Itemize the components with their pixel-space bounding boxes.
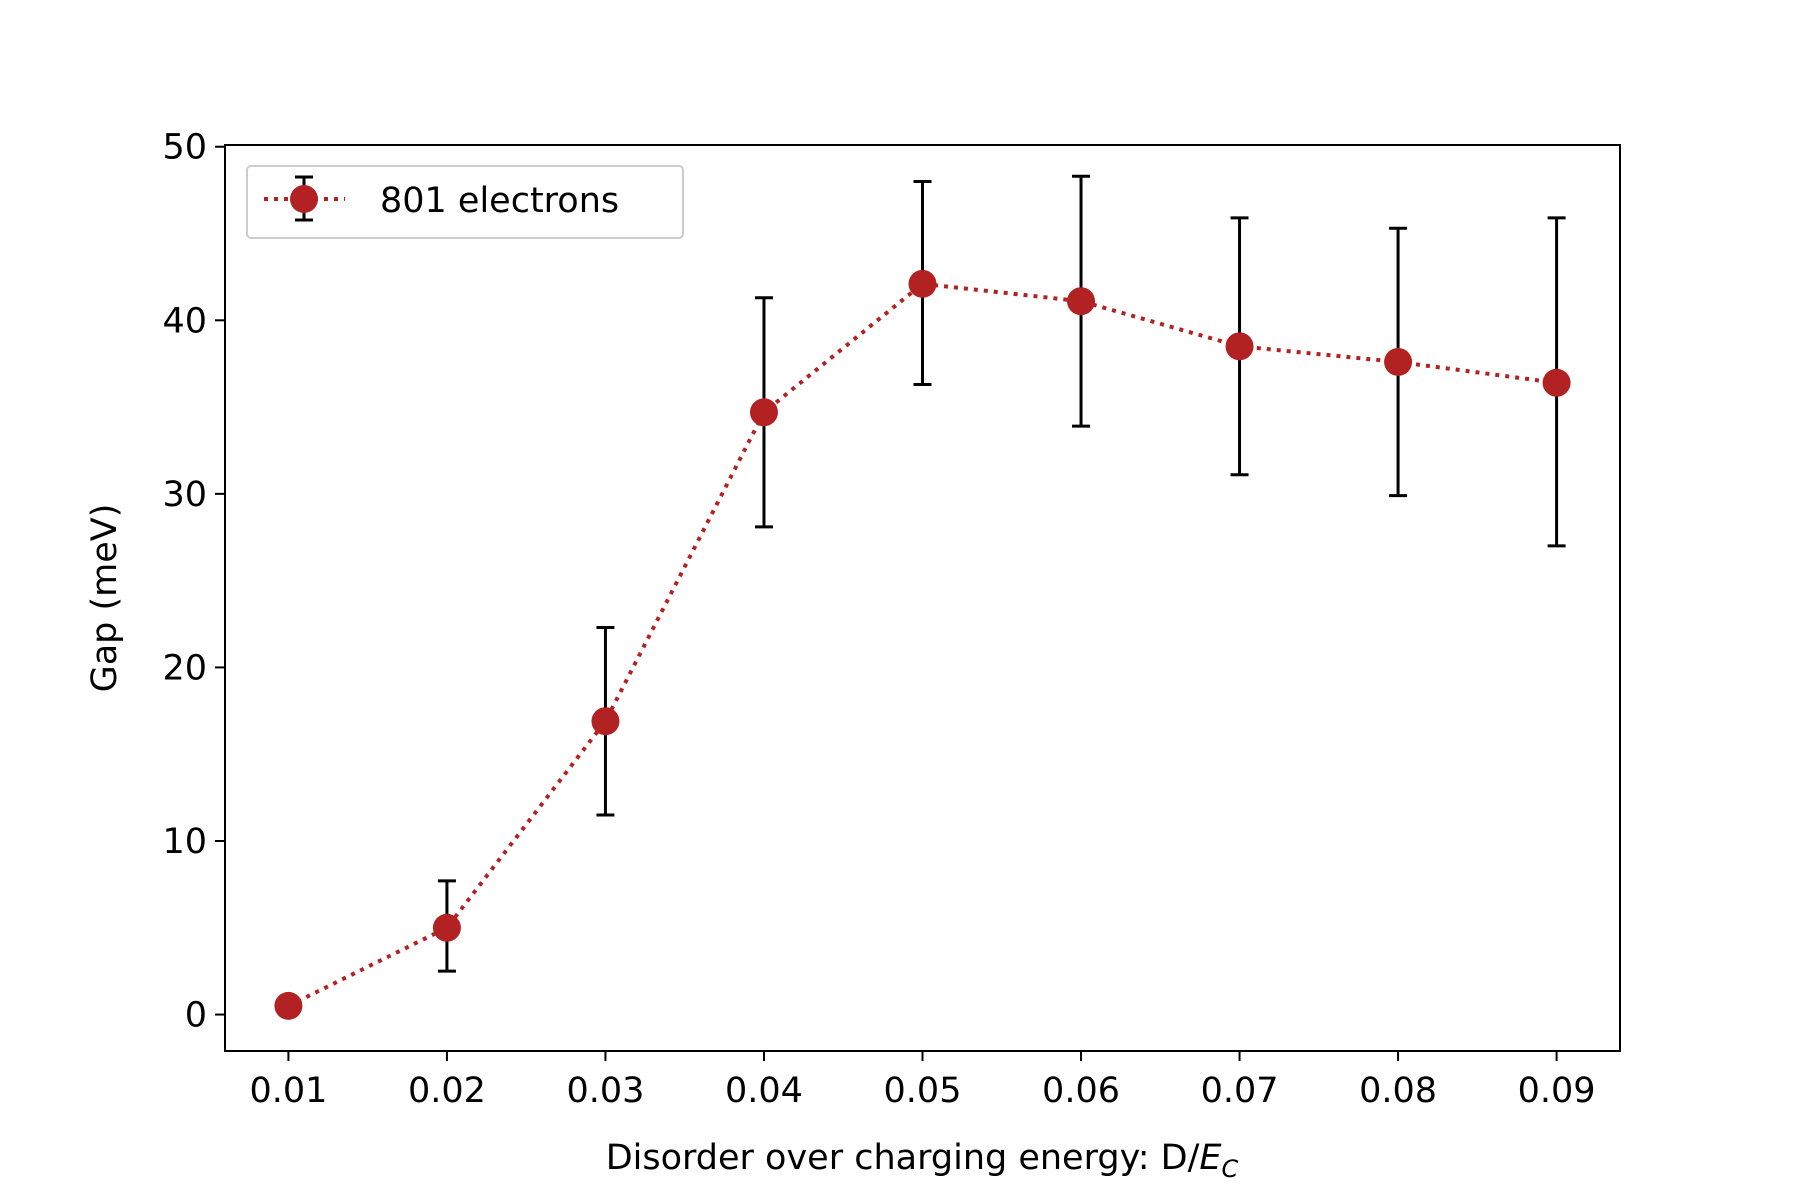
- y-tick-label: 50: [162, 128, 207, 168]
- data-point: [1384, 347, 1413, 376]
- x-tick-label: 0.03: [566, 1071, 644, 1111]
- y-axis: 0 10 20 30 40 50: [162, 128, 225, 1036]
- x-tick-label: 0.02: [408, 1071, 486, 1111]
- data-point: [1542, 368, 1571, 397]
- x-tick-label: 0.05: [884, 1071, 962, 1111]
- data-point: [432, 913, 461, 942]
- legend: 801 electrons: [246, 165, 684, 239]
- x-tick-label: 0.04: [725, 1071, 803, 1111]
- data-point: [1067, 287, 1096, 316]
- data-point: [591, 707, 620, 736]
- x-axis: 0.01 0.02 0.03 0.04 0.05 0.06 0.07 0.08 0.09: [249, 1051, 1596, 1111]
- x-tick-label: 0.08: [1359, 1071, 1437, 1111]
- x-axis-label-main: Disorder over charging energy: D/: [606, 1138, 1200, 1178]
- x-axis-label-subscript: C: [1222, 1155, 1239, 1183]
- data-points: [274, 269, 1571, 1020]
- x-tick-label: 0.07: [1201, 1071, 1279, 1111]
- data-point: [908, 269, 937, 298]
- legend-marker: [290, 185, 318, 213]
- x-tick-label: 0.06: [1042, 1071, 1120, 1111]
- y-tick-label: 40: [162, 301, 207, 341]
- data-point: [274, 991, 303, 1020]
- data-point: [1225, 332, 1254, 361]
- series-line: [287, 281, 1557, 1008]
- x-tick-label: 0.09: [1518, 1071, 1596, 1111]
- y-axis-label: Gap (meV): [85, 504, 125, 693]
- y-tick-label: 0: [185, 996, 207, 1036]
- data-point: [749, 398, 778, 427]
- x-tick-label: 0.01: [249, 1071, 327, 1111]
- legend-box: [246, 165, 684, 239]
- series-polyline: [287, 281, 1557, 1008]
- y-tick-label: 30: [162, 475, 207, 515]
- y-tick-label: 20: [162, 648, 207, 688]
- legend-label: 801 electrons: [380, 181, 619, 221]
- x-axis-label-italic: E: [1199, 1138, 1222, 1178]
- x-axis-label: Disorder over charging energy: D/EC: [606, 1138, 1239, 1183]
- y-tick-label: 10: [162, 822, 207, 862]
- error-bars: [279, 174, 1566, 1017]
